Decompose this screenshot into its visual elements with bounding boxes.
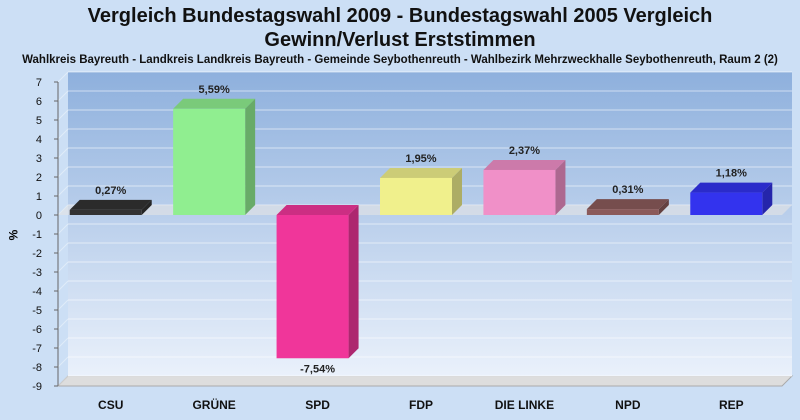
y-tick-label: 6 [36,96,42,108]
labels: 0,27% CSU 5,59% GRÜNE -7,54% SPD 1,95% FDP 2,37%… [95,84,747,412]
x-tick-label: FDP [409,398,433,412]
y-tick-label: 7 [36,77,42,89]
chart-subtitle: Wahlkreis Bayreuth - Landkreis Landkreis… [22,54,778,66]
gridline-side [57,261,69,273]
gridline-side [57,318,69,330]
y-tick-label: 2 [36,172,42,184]
bar-top [276,205,359,215]
bar-front [483,169,556,215]
bar-die-linke [483,159,566,215]
data-label: 5,59% [199,84,230,96]
y-tick-label: -5 [32,305,42,317]
bar-front [276,215,349,359]
gridline-side [57,90,69,102]
bar-side [555,159,566,215]
bar-front [173,108,246,215]
data-label: -7,54% [300,363,335,375]
x-tick-label: SPD [305,398,330,412]
gridline-side [57,71,69,83]
y-tick-label: -8 [32,362,42,374]
y-tick-label: -1 [32,229,42,241]
chart-title-line2: Gewinn/Verlust Erststimmen [264,29,536,51]
bar-front [380,177,452,215]
y-tick-label: 1 [36,191,42,203]
gridline-side [57,128,69,140]
data-label: 0,27% [95,185,126,197]
bar-top [690,182,773,193]
x-tick-label: DIE LINKE [495,398,554,412]
gridline-side [57,242,69,254]
y-tick-label: 0 [36,210,42,222]
y-tick-label: -9 [32,381,42,393]
data-label: 2,37% [509,145,540,157]
gridline-side [57,166,69,178]
bar-side [452,167,462,215]
plot-area [56,71,794,387]
bar-top [586,199,669,210]
data-label: 1,95% [405,153,436,165]
gridline-side [57,299,69,311]
chart-title-line1: Vergleich Bundestagswahl 2009 - Bundesta… [87,5,713,27]
bar-fdp [380,167,462,215]
y-tick-label: -7 [32,343,42,355]
bar-top [173,98,256,109]
plot-floor [56,375,794,387]
x-tick-label: GRÜNE [192,397,235,412]
bar-side [245,98,256,215]
data-label: 1,18% [716,168,747,180]
gridline-side [57,147,69,159]
bar-side [348,205,359,359]
bar-front [690,192,763,215]
gridline-side [57,223,69,235]
y-tick-label: 4 [36,134,42,146]
bars [69,98,773,359]
bar-npd [586,199,669,215]
y-tick-label: -2 [32,248,42,260]
bar-top [69,199,152,210]
bar-rep [690,182,773,215]
bar-grüne [173,98,256,215]
y-tick-label: -6 [32,324,42,336]
bar-spd [276,205,359,359]
gridline-side [57,356,69,368]
bar-side [141,199,152,215]
gridline-side [57,375,69,387]
y-tick-label: -3 [32,267,42,279]
gridline-side [57,185,69,197]
gridline-side [57,109,69,121]
x-tick-label: CSU [98,398,123,412]
x-tick-label: NPD [615,398,641,412]
y-tick-label: 5 [36,115,42,127]
bar-side [658,199,669,215]
y-axis: 7 6 5 4 3 2 1 0 -1 -2 -3 -4 -5 -6 -7 -8 -9 [32,77,59,393]
x-tick-label: REP [719,398,744,412]
bar-top [380,167,462,178]
y-tick-label: 3 [36,153,42,165]
gridline-side [57,337,69,349]
data-label: 0,31% [612,184,643,196]
bar-csu [69,199,152,215]
y-tick-label: -4 [32,286,42,298]
bar-top [483,159,566,170]
bar-side [762,182,773,215]
bar-front [69,209,142,215]
gridline-side [57,280,69,292]
bar-front [586,209,659,215]
